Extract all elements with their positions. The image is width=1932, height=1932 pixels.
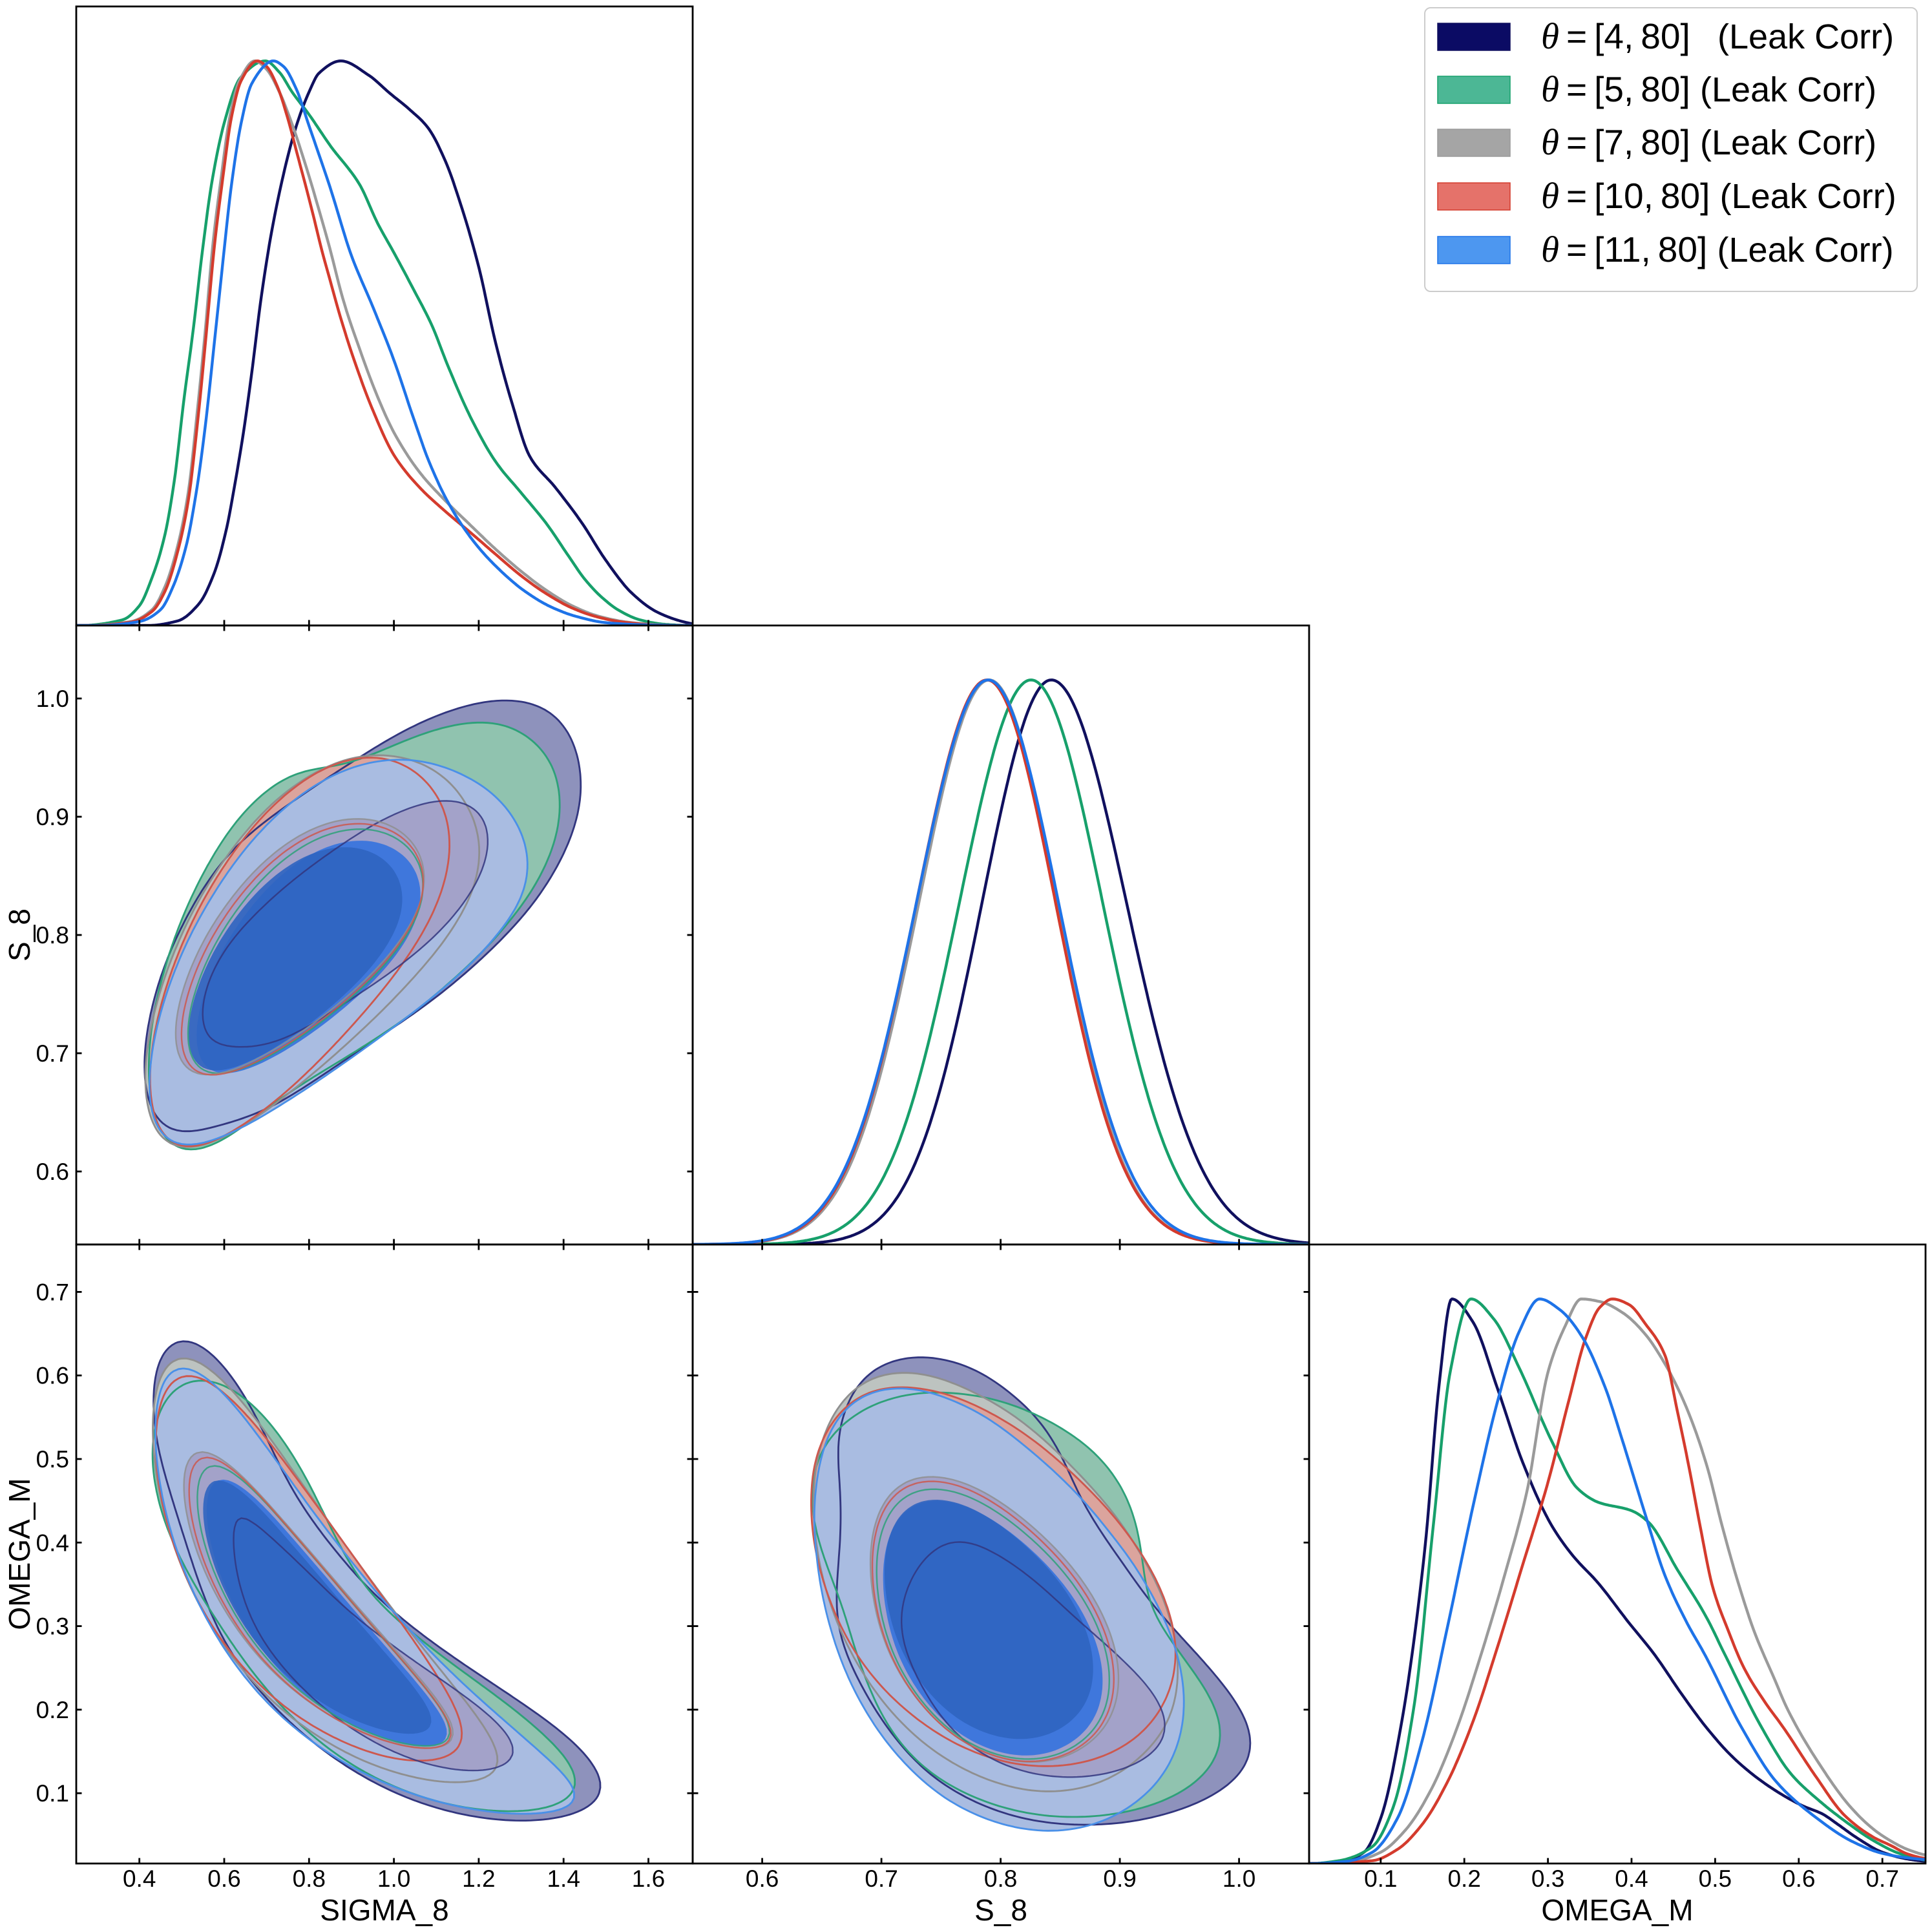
- svg-text:1.0: 1.0: [36, 686, 69, 712]
- svg-text:θ = [10, 80] (Leak Corr): θ = [10, 80] (Leak Corr): [1541, 176, 1896, 216]
- svg-text:SIGMA_8: SIGMA_8: [320, 1893, 448, 1927]
- svg-text:0.4: 0.4: [1615, 1865, 1648, 1892]
- svg-text:OMEGA_M: OMEGA_M: [3, 1478, 36, 1630]
- svg-text:0.1: 0.1: [36, 1780, 69, 1807]
- svg-text:S_8: S_8: [3, 908, 36, 961]
- svg-text:0.1: 0.1: [1364, 1865, 1397, 1892]
- svg-text:0.5: 0.5: [1699, 1865, 1732, 1892]
- svg-text:0.3: 0.3: [1531, 1865, 1564, 1892]
- svg-text:0.7: 0.7: [36, 1040, 69, 1067]
- svg-text:0.8: 0.8: [984, 1865, 1017, 1892]
- svg-text:OMEGA_M: OMEGA_M: [1541, 1893, 1693, 1927]
- svg-text:0.9: 0.9: [36, 804, 69, 830]
- svg-text:1.2: 1.2: [462, 1865, 495, 1892]
- svg-text:0.8: 0.8: [36, 922, 69, 949]
- svg-text:0.6: 0.6: [1782, 1865, 1815, 1892]
- svg-text:0.6: 0.6: [36, 1363, 69, 1389]
- svg-text:0.7: 0.7: [1865, 1865, 1898, 1892]
- svg-text:0.5: 0.5: [36, 1446, 69, 1473]
- svg-text:θ = [11, 80] (Leak Corr): θ = [11, 80] (Leak Corr): [1541, 229, 1894, 270]
- svg-text:0.4: 0.4: [36, 1529, 69, 1556]
- svg-text:0.2: 0.2: [36, 1697, 69, 1723]
- svg-text:0.4: 0.4: [123, 1865, 156, 1892]
- svg-text:1.4: 1.4: [547, 1865, 580, 1892]
- svg-text:1.6: 1.6: [632, 1865, 665, 1892]
- svg-text:θ = [5, 80] (Leak Corr): θ = [5, 80] (Leak Corr): [1541, 69, 1876, 110]
- svg-text:1.0: 1.0: [1223, 1865, 1255, 1892]
- svg-text:0.3: 0.3: [36, 1613, 69, 1640]
- svg-text:0.7: 0.7: [865, 1865, 898, 1892]
- svg-text:0.6: 0.6: [207, 1865, 240, 1892]
- svg-text:0.6: 0.6: [746, 1865, 779, 1892]
- svg-text:θ = [4, 80] (Leak Corr): θ = [4, 80] (Leak Corr): [1541, 16, 1894, 57]
- svg-text:0.7: 0.7: [36, 1279, 69, 1305]
- svg-text:0.8: 0.8: [293, 1865, 326, 1892]
- svg-text:0.2: 0.2: [1447, 1865, 1480, 1892]
- svg-text:0.9: 0.9: [1103, 1865, 1136, 1892]
- svg-text:1.0: 1.0: [377, 1865, 410, 1892]
- svg-text:θ = [7, 80] (Leak Corr): θ = [7, 80] (Leak Corr): [1541, 122, 1876, 163]
- svg-text:S_8: S_8: [974, 1893, 1027, 1927]
- svg-text:0.6: 0.6: [36, 1159, 69, 1185]
